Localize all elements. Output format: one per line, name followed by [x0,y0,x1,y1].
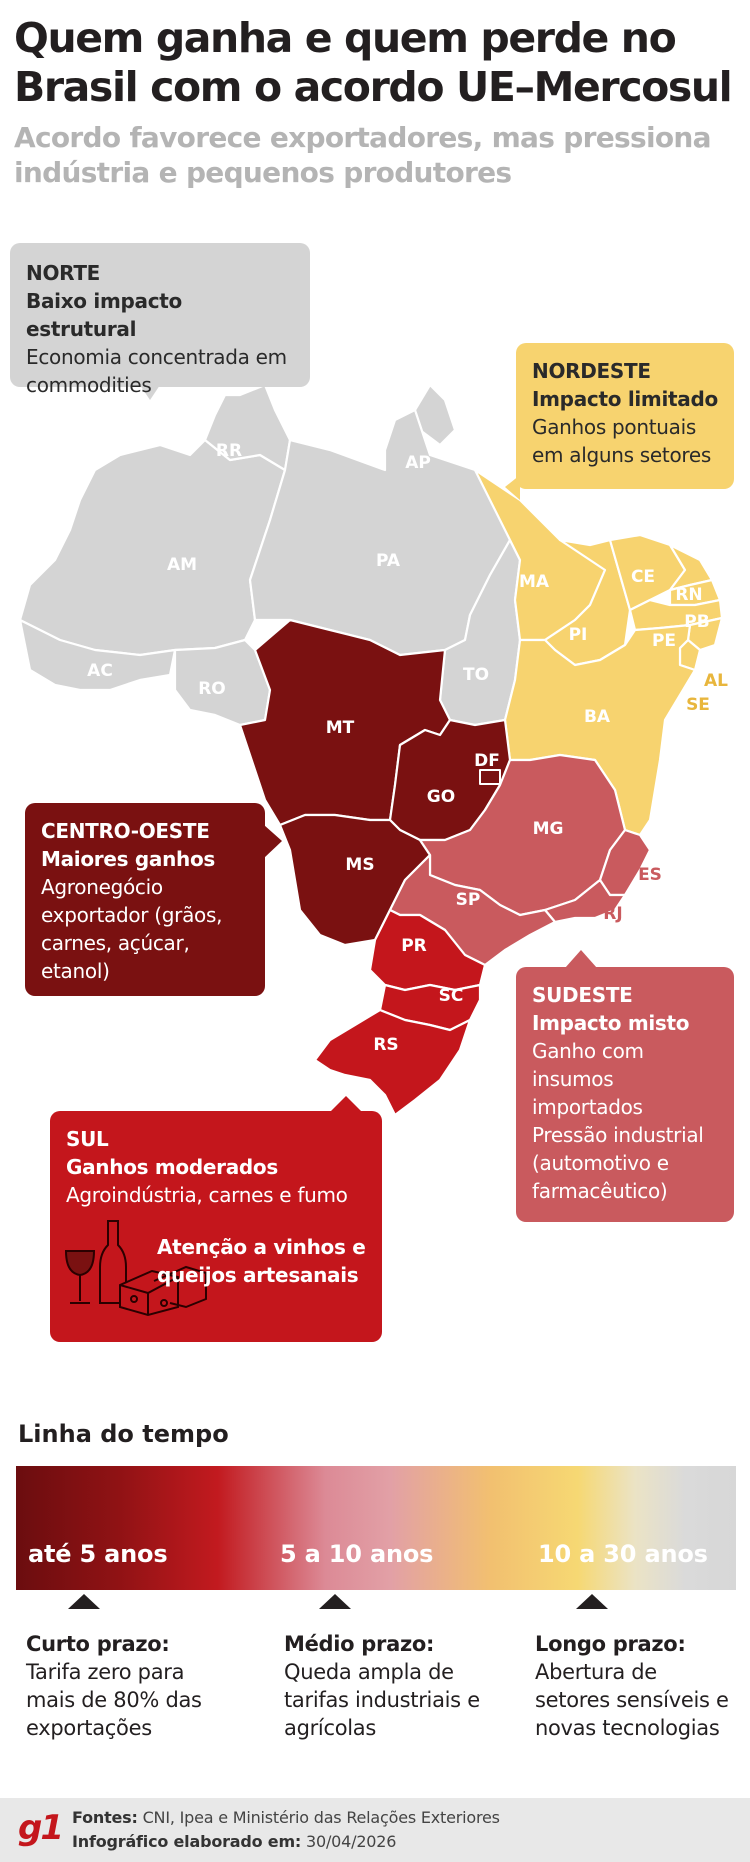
label-ms: MS [345,855,374,875]
label-pb: PB [684,612,709,632]
region-name: NORDESTE [532,359,651,383]
label-sc: SC [439,986,464,1006]
timeline-marker-1 [68,1594,100,1609]
region-attention: Atenção a vinhos e queijos artesanais [157,1235,366,1287]
timeline-col-head: Médio prazo: [284,1632,435,1656]
brazil-map: RR AP AM PA MA CE RN PB PE AL SE PI AC R… [18,383,728,1117]
region-impact: Baixo impacto estrutural [26,289,182,341]
label-to: TO [463,665,489,685]
label-mg: MG [533,819,564,839]
label-am: AM [167,555,197,575]
state-am [18,438,287,657]
date-text: 30/04/2026 [306,1832,397,1851]
region-box-sudeste: SUDESTE Impacto misto Ganho com insumos … [516,967,734,1222]
timeline-col-head: Longo prazo: [535,1632,686,1656]
sudeste-pointer [565,950,597,968]
wine-cheese-icon [64,1220,207,1317]
label-go: GO [427,787,455,807]
timeline-marker-3 [576,1594,608,1609]
page-subtitle: Acordo favorece exportadores, mas pressi… [14,121,712,189]
label-ce: CE [631,567,655,587]
state-rr [203,383,292,472]
label-ba: BA [584,707,611,727]
label-se: SE [686,695,710,715]
timeline-title: Linha do tempo [18,1420,229,1448]
label-sp: SP [456,890,481,910]
timeline-marker-2 [319,1594,351,1609]
region-text: Ganhos pontuais em alguns setores [532,415,711,467]
region-box-centro-oeste: CENTRO-OESTE Maiores ganhos Agronegócio … [25,803,265,996]
region-text: Agroindústria, carnes e fumo [66,1183,348,1207]
g1-logo: g1 [18,1808,64,1848]
co-pointer [264,825,282,858]
state-rs [313,1008,472,1117]
region-name: SUDESTE [532,983,633,1007]
timeline-col-text: Tarifa zero para mais de 80% das exporta… [26,1660,202,1740]
region-box-norte: NORTE Baixo impacto estrutural Economia … [10,243,310,397]
label-rj: RJ [603,904,622,924]
date-label: Infográfico elaborado em: [72,1832,302,1851]
label-ma: MA [519,572,550,592]
timeline-bar [16,1466,736,1590]
region-impact: Maiores ganhos [41,847,216,871]
footer-sources: Fontes: CNI, Ipea e Ministério das Relaç… [72,1808,500,1827]
region-impact: Ganhos moderados [66,1155,278,1179]
label-ap: AP [405,453,431,473]
norte-pointer [140,385,160,400]
region-impact: Impacto limitado [532,387,718,411]
state-rj [543,878,627,924]
footer-date: Infográfico elaborado em: 30/04/2026 [72,1832,396,1851]
label-df: DF [474,751,500,771]
region-text: Ganho com insumos importados Pressão ind… [532,1039,704,1203]
region-name: CENTRO-OESTE [41,819,210,843]
timeline-col-3: Longo prazo: Abertura de setores sensíve… [535,1630,735,1742]
label-mt: MT [326,718,355,738]
label-rr: RR [216,441,242,461]
footer: g1 Fontes: CNI, Ipea e Ministério das Re… [0,1798,750,1862]
sources-text: CNI, Ipea e Ministério das Relações Exte… [142,1808,500,1827]
timeline-col-1: Curto prazo: Tarifa zero para mais de 80… [26,1630,226,1742]
timeline-col-2: Médio prazo: Queda ampla de tarifas indu… [284,1630,484,1742]
page-title: Quem ganha e quem perde no Brasil com o … [14,14,733,111]
region-impact: Impacto misto [532,1011,690,1035]
label-pi: PI [569,625,588,645]
region-name: SUL [66,1127,109,1151]
sul-pointer [330,1096,362,1112]
label-es: ES [638,865,662,885]
label-rs: RS [373,1035,398,1055]
label-pa: PA [376,551,401,571]
timeline-col-head: Curto prazo: [26,1632,170,1656]
state-df [479,769,501,785]
label-pr: PR [401,936,427,956]
sources-label: Fontes: [72,1808,138,1827]
region-text: Agronegócio exportador (grãos, carnes, a… [41,875,223,983]
region-box-nordeste: NORDESTE Impacto limitado Ganhos pontuai… [516,343,734,489]
label-al: AL [704,671,728,691]
region-box-sul: SUL Ganhos moderados Agroindústria, carn… [50,1111,382,1342]
region-name: NORTE [26,261,101,285]
timeline-col-text: Queda ampla de tarifas industriais e agr… [284,1660,480,1740]
timeline-col-text: Abertura de setores sensíveis e novas te… [535,1660,729,1740]
label-pe: PE [652,631,676,651]
region-text: Economia concentrada em commodities [26,345,287,397]
timeline-period-3: 10 a 30 anos [538,1540,708,1568]
state-ac [18,618,177,692]
label-ro: RO [198,679,226,699]
timeline-period-1: até 5 anos [28,1540,168,1568]
label-ac: AC [87,661,113,681]
label-rn: RN [675,585,702,605]
timeline-period-2: 5 a 10 anos [280,1540,434,1568]
